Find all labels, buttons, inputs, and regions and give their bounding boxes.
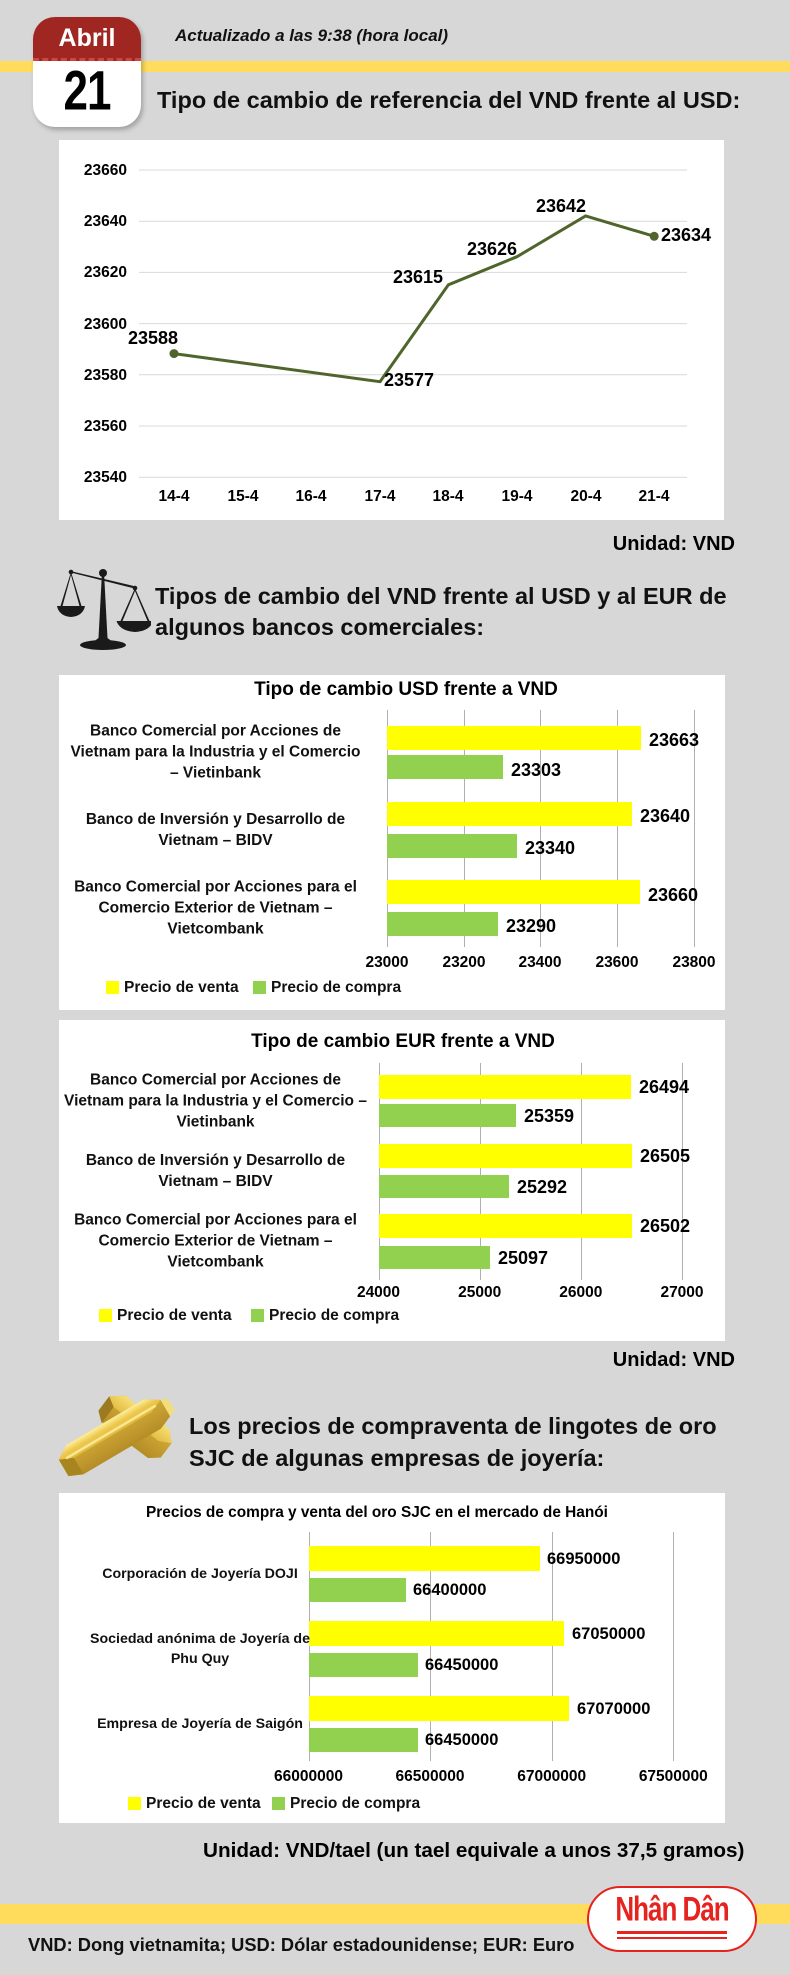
svg-text:19-4: 19-4 bbox=[501, 488, 532, 505]
svg-text:23615: 23615 bbox=[393, 267, 443, 287]
svg-text:23660: 23660 bbox=[84, 162, 127, 179]
svg-text:23588: 23588 bbox=[128, 328, 178, 348]
svg-text:23620: 23620 bbox=[84, 264, 127, 281]
svg-text:14-4: 14-4 bbox=[158, 488, 189, 505]
svg-text:23640: 23640 bbox=[84, 213, 127, 230]
svg-text:23634: 23634 bbox=[661, 225, 711, 245]
svg-text:17-4: 17-4 bbox=[364, 488, 395, 505]
svg-text:23560: 23560 bbox=[84, 418, 127, 435]
svg-text:23600: 23600 bbox=[84, 316, 127, 333]
svg-text:23642: 23642 bbox=[536, 196, 586, 216]
svg-text:18-4: 18-4 bbox=[432, 488, 463, 505]
svg-text:20-4: 20-4 bbox=[570, 488, 601, 505]
svg-text:16-4: 16-4 bbox=[295, 488, 326, 505]
svg-text:23540: 23540 bbox=[84, 469, 127, 486]
svg-text:23577: 23577 bbox=[384, 370, 434, 390]
svg-text:21-4: 21-4 bbox=[638, 488, 669, 505]
svg-text:15-4: 15-4 bbox=[227, 488, 258, 505]
svg-text:23580: 23580 bbox=[84, 367, 127, 384]
svg-text:23626: 23626 bbox=[467, 239, 517, 259]
